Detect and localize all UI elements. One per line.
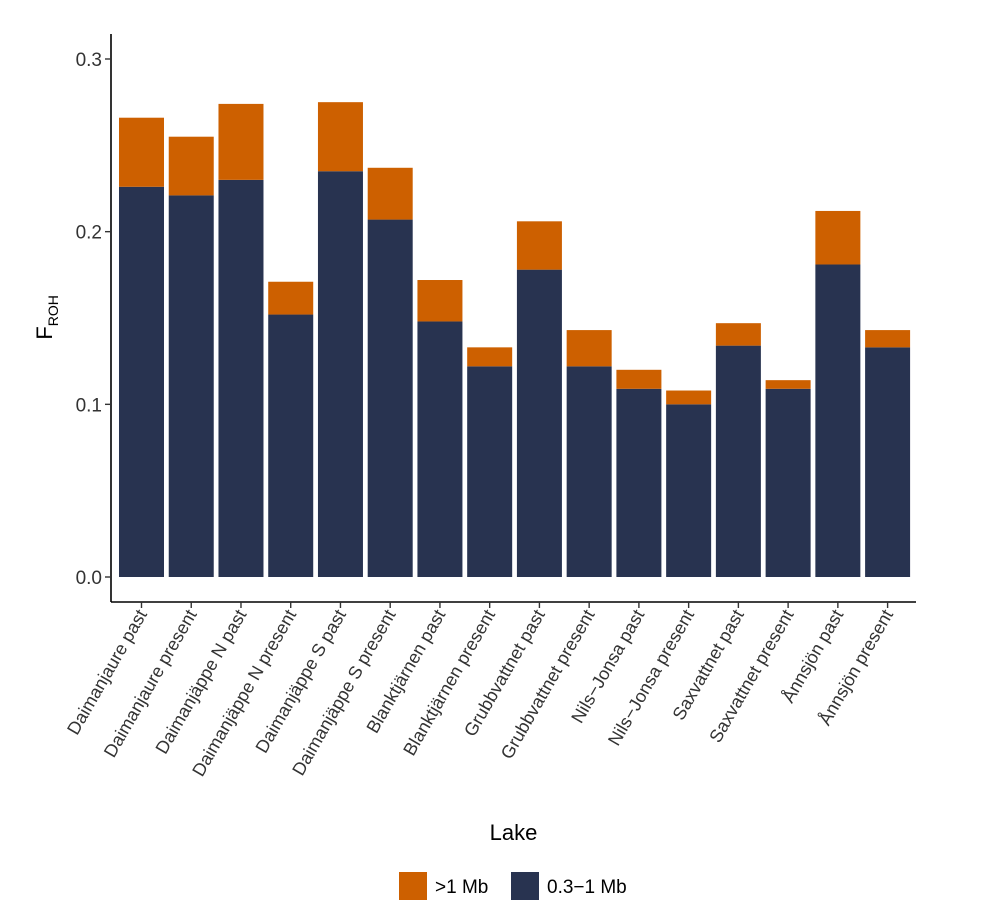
bar-short-4 [317, 171, 363, 578]
bar-long-15 [865, 330, 911, 348]
bar-short-11 [666, 404, 712, 577]
x-tick-label-7: Blanktjärnen present [399, 606, 499, 759]
bar-short-0 [119, 186, 164, 577]
y-axis-title-subscript: ROH [45, 295, 61, 326]
bar-short-3 [268, 314, 314, 577]
y-tick-label-1: 0.1 [76, 395, 102, 416]
y-axis-title: FROH [32, 295, 61, 340]
bar-short-5 [367, 219, 413, 577]
bar-long-0 [119, 117, 164, 187]
x-tick-label-4: Daimanjäppe S past [252, 606, 350, 756]
bar-short-2 [218, 179, 264, 577]
bar-long-4 [317, 102, 363, 172]
bar-long-8 [516, 221, 562, 270]
y-tick-label-0: 0.0 [76, 568, 102, 589]
legend-swatch-1 [511, 872, 539, 900]
bar-long-2 [218, 103, 264, 180]
bar-long-14 [815, 210, 861, 265]
bar-short-15 [865, 347, 911, 577]
bar-long-5 [367, 167, 413, 220]
bar-short-10 [616, 388, 662, 577]
bar-long-9 [566, 330, 612, 367]
bar-long-13 [765, 380, 811, 389]
bar-short-13 [765, 388, 811, 577]
x-tick-label-1: Daimanjaure present [100, 606, 201, 761]
bar-short-14 [815, 264, 861, 577]
bar-short-8 [516, 269, 562, 577]
bar-long-7 [467, 347, 513, 367]
bar-short-7 [467, 366, 513, 577]
bar-short-12 [715, 345, 761, 577]
bar-short-9 [566, 366, 612, 577]
x-tick-label-9: Grubbvattnet present [497, 606, 599, 762]
legend-label-0: >1 Mb [435, 877, 488, 898]
y-axis-title-main: F [32, 326, 57, 339]
bar-long-1 [168, 136, 214, 196]
legend-label-1: 0.3−1 Mb [547, 877, 627, 898]
bar-short-6 [417, 321, 463, 577]
legend-swatch-0 [399, 872, 427, 900]
y-axis: 0.0 0.1 0.2 0.3 [76, 34, 112, 602]
legend: >1 Mb 0.3−1 Mb [399, 872, 627, 900]
y-tick-label-3: 0.3 [76, 50, 102, 71]
bar-long-6 [417, 280, 463, 322]
x-tick-label-2: Daimanjäppe N past [152, 606, 251, 757]
bar-long-3 [268, 281, 314, 315]
bar-short-1 [168, 195, 214, 577]
bar-long-12 [715, 323, 761, 346]
bar-long-10 [616, 369, 662, 389]
bars-layer [119, 102, 911, 578]
bar-long-11 [666, 390, 712, 405]
y-tick-label-2: 0.2 [76, 223, 102, 244]
x-axis-title: Lake [490, 820, 538, 845]
